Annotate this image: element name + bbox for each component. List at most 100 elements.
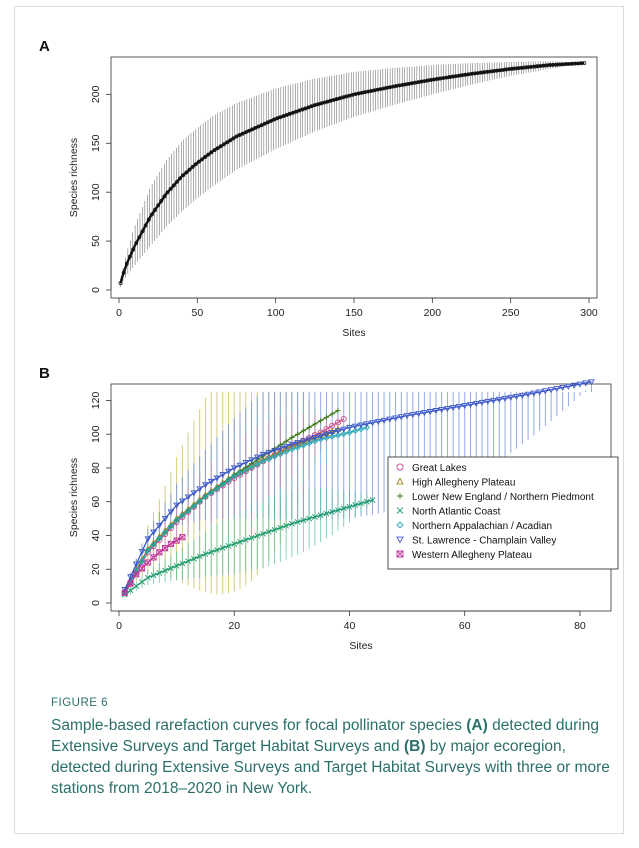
data-point — [124, 261, 129, 266]
marker-cross — [271, 526, 278, 533]
marker-triangle-down — [576, 381, 584, 388]
marker-triangle-down — [340, 426, 348, 433]
marker-triangle-down — [432, 408, 440, 415]
marker-triangle-down — [513, 393, 520, 400]
legend-entry: Great Lakes — [412, 463, 466, 474]
marker-triangle-down — [444, 406, 451, 413]
marker-diamond — [225, 477, 232, 484]
data-point — [134, 241, 139, 245]
marker-cross — [317, 512, 324, 519]
marker-triangle-down — [196, 486, 204, 493]
marker-diamond — [144, 547, 152, 554]
marker-triangle-down — [369, 420, 376, 427]
data-point — [159, 198, 164, 203]
data-point — [215, 146, 220, 151]
marker-square-x — [144, 559, 151, 566]
marker-triangle-down — [547, 387, 555, 394]
marker-cross — [121, 591, 128, 598]
marker-square-x — [150, 554, 157, 561]
marker-triangle-down — [357, 422, 365, 429]
marker-triangle-down — [242, 460, 250, 467]
marker-triangle-down — [495, 396, 503, 403]
marker-triangle-down — [346, 424, 353, 431]
marker-triangle-down — [317, 433, 325, 440]
marker-cross — [167, 565, 174, 572]
marker-triangle-down — [213, 475, 221, 482]
marker-triangle-down — [386, 416, 394, 423]
y-tick-label: 20 — [90, 563, 102, 575]
figure-frame: 0 50 100 150 200 250 300 0 50 100 150 200 Sites Speci… — [14, 6, 624, 834]
marker-diamond — [254, 461, 261, 468]
marker-triangle-down — [328, 429, 336, 437]
y-tick-label: 200 — [90, 85, 102, 103]
marker-triangle-up — [396, 477, 404, 485]
marker-cross — [358, 500, 364, 507]
series-western-allegheny-plateau — [121, 534, 186, 596]
series-line — [124, 499, 373, 596]
caption-part: (A) — [466, 717, 488, 734]
series-northern-appalachian-acadian — [121, 424, 370, 597]
data-point — [228, 138, 233, 143]
x-axis-label: Sites — [349, 640, 372, 652]
marker-plus — [323, 414, 330, 420]
marker-triangle-down — [207, 478, 215, 485]
marker-triangle-down — [190, 490, 198, 497]
x-tick-label: 0 — [116, 620, 122, 632]
data-point — [247, 128, 251, 133]
caption-part: detected during Extensive Surveys and Ta… — [51, 717, 599, 755]
y-tick-label: 0 — [90, 600, 102, 606]
x-tick-label: 300 — [580, 307, 598, 319]
marker-triangle-down — [507, 394, 515, 401]
marker-circle — [334, 419, 342, 426]
series-line — [124, 426, 367, 594]
marker-cross — [346, 503, 353, 510]
marker-triangle-down — [305, 436, 313, 443]
marker-cross — [300, 517, 307, 524]
marker-triangle-down — [311, 435, 319, 442]
marker-diamond — [259, 457, 267, 465]
marker-circle — [317, 429, 324, 436]
series-north-atlantic-coast — [121, 497, 376, 598]
legend-entry: St. Lawrence - Champlain Valley — [412, 536, 556, 547]
marker-triangle-down — [409, 412, 417, 419]
marker-square-x — [179, 534, 186, 541]
marker-cross — [248, 534, 255, 541]
marker-square-x — [127, 580, 134, 587]
rarefaction-curve — [119, 61, 585, 284]
data-point — [250, 127, 255, 132]
marker-triangle-down — [559, 384, 567, 392]
panel-letter-B: B — [39, 365, 50, 382]
data-point — [262, 121, 267, 126]
data-point — [187, 167, 192, 172]
marker-plus — [289, 434, 295, 441]
marker-triangle-down — [271, 447, 278, 454]
marker-cross — [150, 572, 157, 579]
marker-diamond — [363, 424, 370, 431]
marker-triangle-down — [127, 574, 134, 581]
y-axis-label: Species richness — [68, 458, 80, 537]
marker-diamond — [219, 481, 226, 488]
data-point — [168, 186, 173, 191]
marker-square-x — [173, 537, 180, 544]
marker-cross — [352, 502, 359, 509]
x-tick-label: 150 — [345, 307, 363, 319]
data-point — [200, 157, 204, 162]
data-point — [128, 254, 132, 259]
marker-triangle-down — [323, 431, 330, 438]
marker-triangle-down — [363, 421, 371, 428]
data-point — [143, 223, 148, 228]
marker-triangle-down — [542, 388, 549, 395]
marker-plus — [306, 424, 312, 431]
x-tick-label: 250 — [502, 307, 520, 319]
marker-triangle-down — [553, 386, 561, 393]
marker-diamond — [357, 425, 365, 433]
marker-square-x — [133, 571, 140, 578]
data-point — [209, 150, 214, 155]
marker-diamond — [352, 427, 359, 435]
marker-triangle-down — [288, 441, 296, 448]
series-line — [124, 428, 339, 592]
marker-triangle-down — [438, 407, 446, 414]
marker-triangle-down — [380, 417, 388, 424]
x-tick-label: 40 — [344, 620, 356, 632]
marker-diamond — [242, 467, 249, 474]
